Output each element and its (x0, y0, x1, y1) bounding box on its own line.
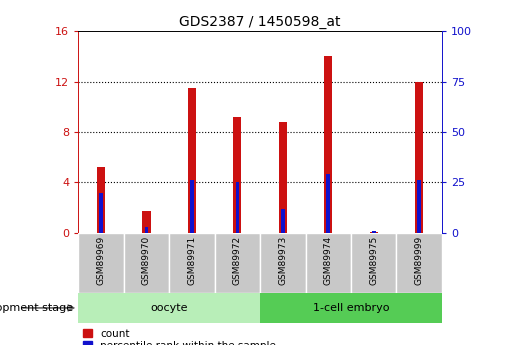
Text: development stage: development stage (0, 303, 73, 313)
Text: GSM89969: GSM89969 (96, 236, 106, 285)
Text: GSM89970: GSM89970 (142, 236, 151, 285)
Bar (279, 122, 287, 233)
Bar (415, 81, 423, 233)
Bar (260, 293, 442, 323)
Bar (215, 233, 260, 293)
Bar (324, 56, 332, 233)
Text: GSM89999: GSM89999 (415, 236, 424, 285)
Bar (142, 211, 150, 233)
Bar (235, 183, 239, 233)
Text: GSM89974: GSM89974 (324, 236, 333, 285)
Title: GDS2387 / 1450598_at: GDS2387 / 1450598_at (179, 14, 341, 29)
Bar (169, 233, 215, 293)
Text: GSM89973: GSM89973 (278, 236, 287, 285)
Bar (260, 233, 306, 293)
Bar (233, 117, 241, 233)
Bar (78, 293, 260, 323)
Bar (351, 233, 396, 293)
Bar (97, 167, 105, 233)
Legend: count, percentile rank within the sample: count, percentile rank within the sample (83, 329, 276, 345)
Bar (306, 233, 351, 293)
Bar (370, 232, 378, 233)
Bar (326, 174, 330, 233)
Bar (396, 233, 442, 293)
Bar (124, 233, 169, 293)
Bar (78, 233, 124, 293)
Text: GSM89971: GSM89971 (187, 236, 196, 285)
Text: GSM89972: GSM89972 (233, 236, 242, 285)
Text: 1-cell embryo: 1-cell embryo (313, 303, 389, 313)
Bar (281, 209, 285, 233)
Bar (190, 180, 194, 233)
Bar (144, 227, 148, 233)
Bar (99, 193, 103, 233)
Bar (417, 180, 421, 233)
Text: oocyte: oocyte (150, 303, 188, 313)
Text: GSM89975: GSM89975 (369, 236, 378, 285)
Bar (188, 88, 196, 233)
Bar (372, 231, 376, 233)
